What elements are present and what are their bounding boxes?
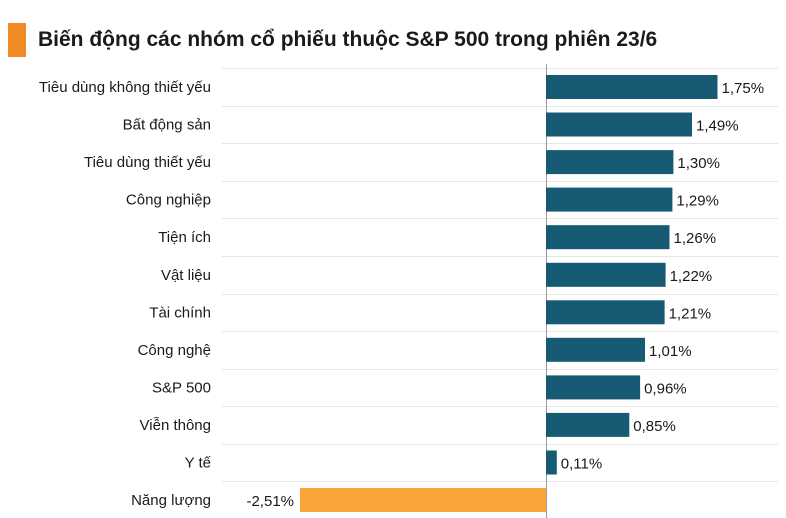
value-label: 1,21% [669, 305, 712, 322]
bar [546, 375, 641, 400]
labels: Tiêu dùng không thiết yếu 1,75% Bất động s… [39, 79, 764, 510]
gridlines [222, 64, 778, 518]
bar [546, 112, 692, 137]
category-label: Tài chính [149, 304, 211, 321]
category-label: Tiện ích [158, 229, 211, 246]
category-label: Vật liệu [161, 267, 211, 284]
category-label: Năng lượng [131, 492, 211, 509]
category-label: Công nghệ [138, 342, 211, 359]
category-label: Công nghiệp [126, 192, 211, 209]
category-label: Y tế [185, 455, 212, 472]
chart-title: Biến động các nhóm cổ phiếu thuộc S&P 50… [38, 28, 658, 51]
bar [300, 488, 546, 512]
bar [546, 450, 557, 475]
bar [546, 412, 630, 437]
bars [300, 75, 718, 512]
value-label: 1,22% [670, 268, 713, 285]
bar [546, 262, 666, 287]
bar [546, 150, 674, 175]
category-label: Tiêu dùng không thiết yếu [39, 79, 211, 96]
value-label: 1,49% [696, 118, 739, 135]
bar [546, 75, 718, 99]
bar [546, 300, 665, 325]
value-label: 1,29% [676, 193, 719, 210]
bar [546, 187, 673, 212]
value-label: 1,30% [677, 155, 720, 172]
value-label: 0,11% [561, 456, 602, 473]
category-label: Viễn thông [140, 417, 211, 434]
category-label: Bất động sản [123, 117, 211, 134]
value-label: 0,85% [633, 418, 676, 435]
category-label: Tiêu dùng thiết yếu [84, 154, 211, 171]
value-label: 0,96% [644, 380, 687, 397]
bar [546, 337, 645, 362]
chart-header: Biến động các nhóm cổ phiếu thuộc S&P 50… [8, 22, 657, 58]
value-label: 1,75% [722, 80, 765, 97]
category-label: S&P 500 [152, 379, 211, 396]
value-label: -2,51% [246, 493, 294, 510]
bar [546, 225, 670, 250]
accent-bar [8, 23, 26, 57]
value-label: 1,01% [649, 343, 692, 360]
value-label: 1,26% [674, 230, 717, 247]
